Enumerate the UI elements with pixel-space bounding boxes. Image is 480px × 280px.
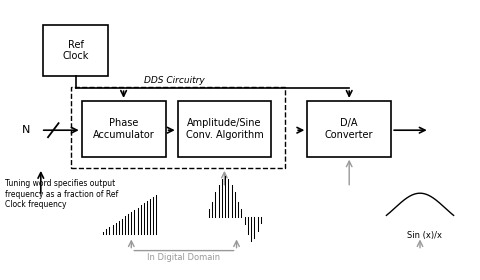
Bar (43, 25, 108, 76)
Text: Tuning word specifies output
frequency as a fraction of Ref
Clock frequency: Tuning word specifies output frequency a… (5, 179, 118, 209)
Text: Ref
Clock: Ref Clock (62, 39, 89, 61)
Text: D/A
Converter: D/A Converter (325, 118, 373, 140)
Text: N: N (22, 125, 31, 135)
Bar (82, 101, 166, 157)
Text: Phase
Accumulator: Phase Accumulator (93, 118, 155, 140)
Bar (307, 101, 391, 157)
Bar (71, 87, 285, 168)
Text: Amplitude/Sine
Conv. Algorithm: Amplitude/Sine Conv. Algorithm (186, 118, 263, 140)
Text: In Digital Domain: In Digital Domain (147, 253, 220, 262)
Bar (178, 101, 271, 157)
Text: DDS Circuitry: DDS Circuitry (144, 76, 205, 85)
Text: Sin (x)/x: Sin (x)/x (408, 231, 442, 240)
